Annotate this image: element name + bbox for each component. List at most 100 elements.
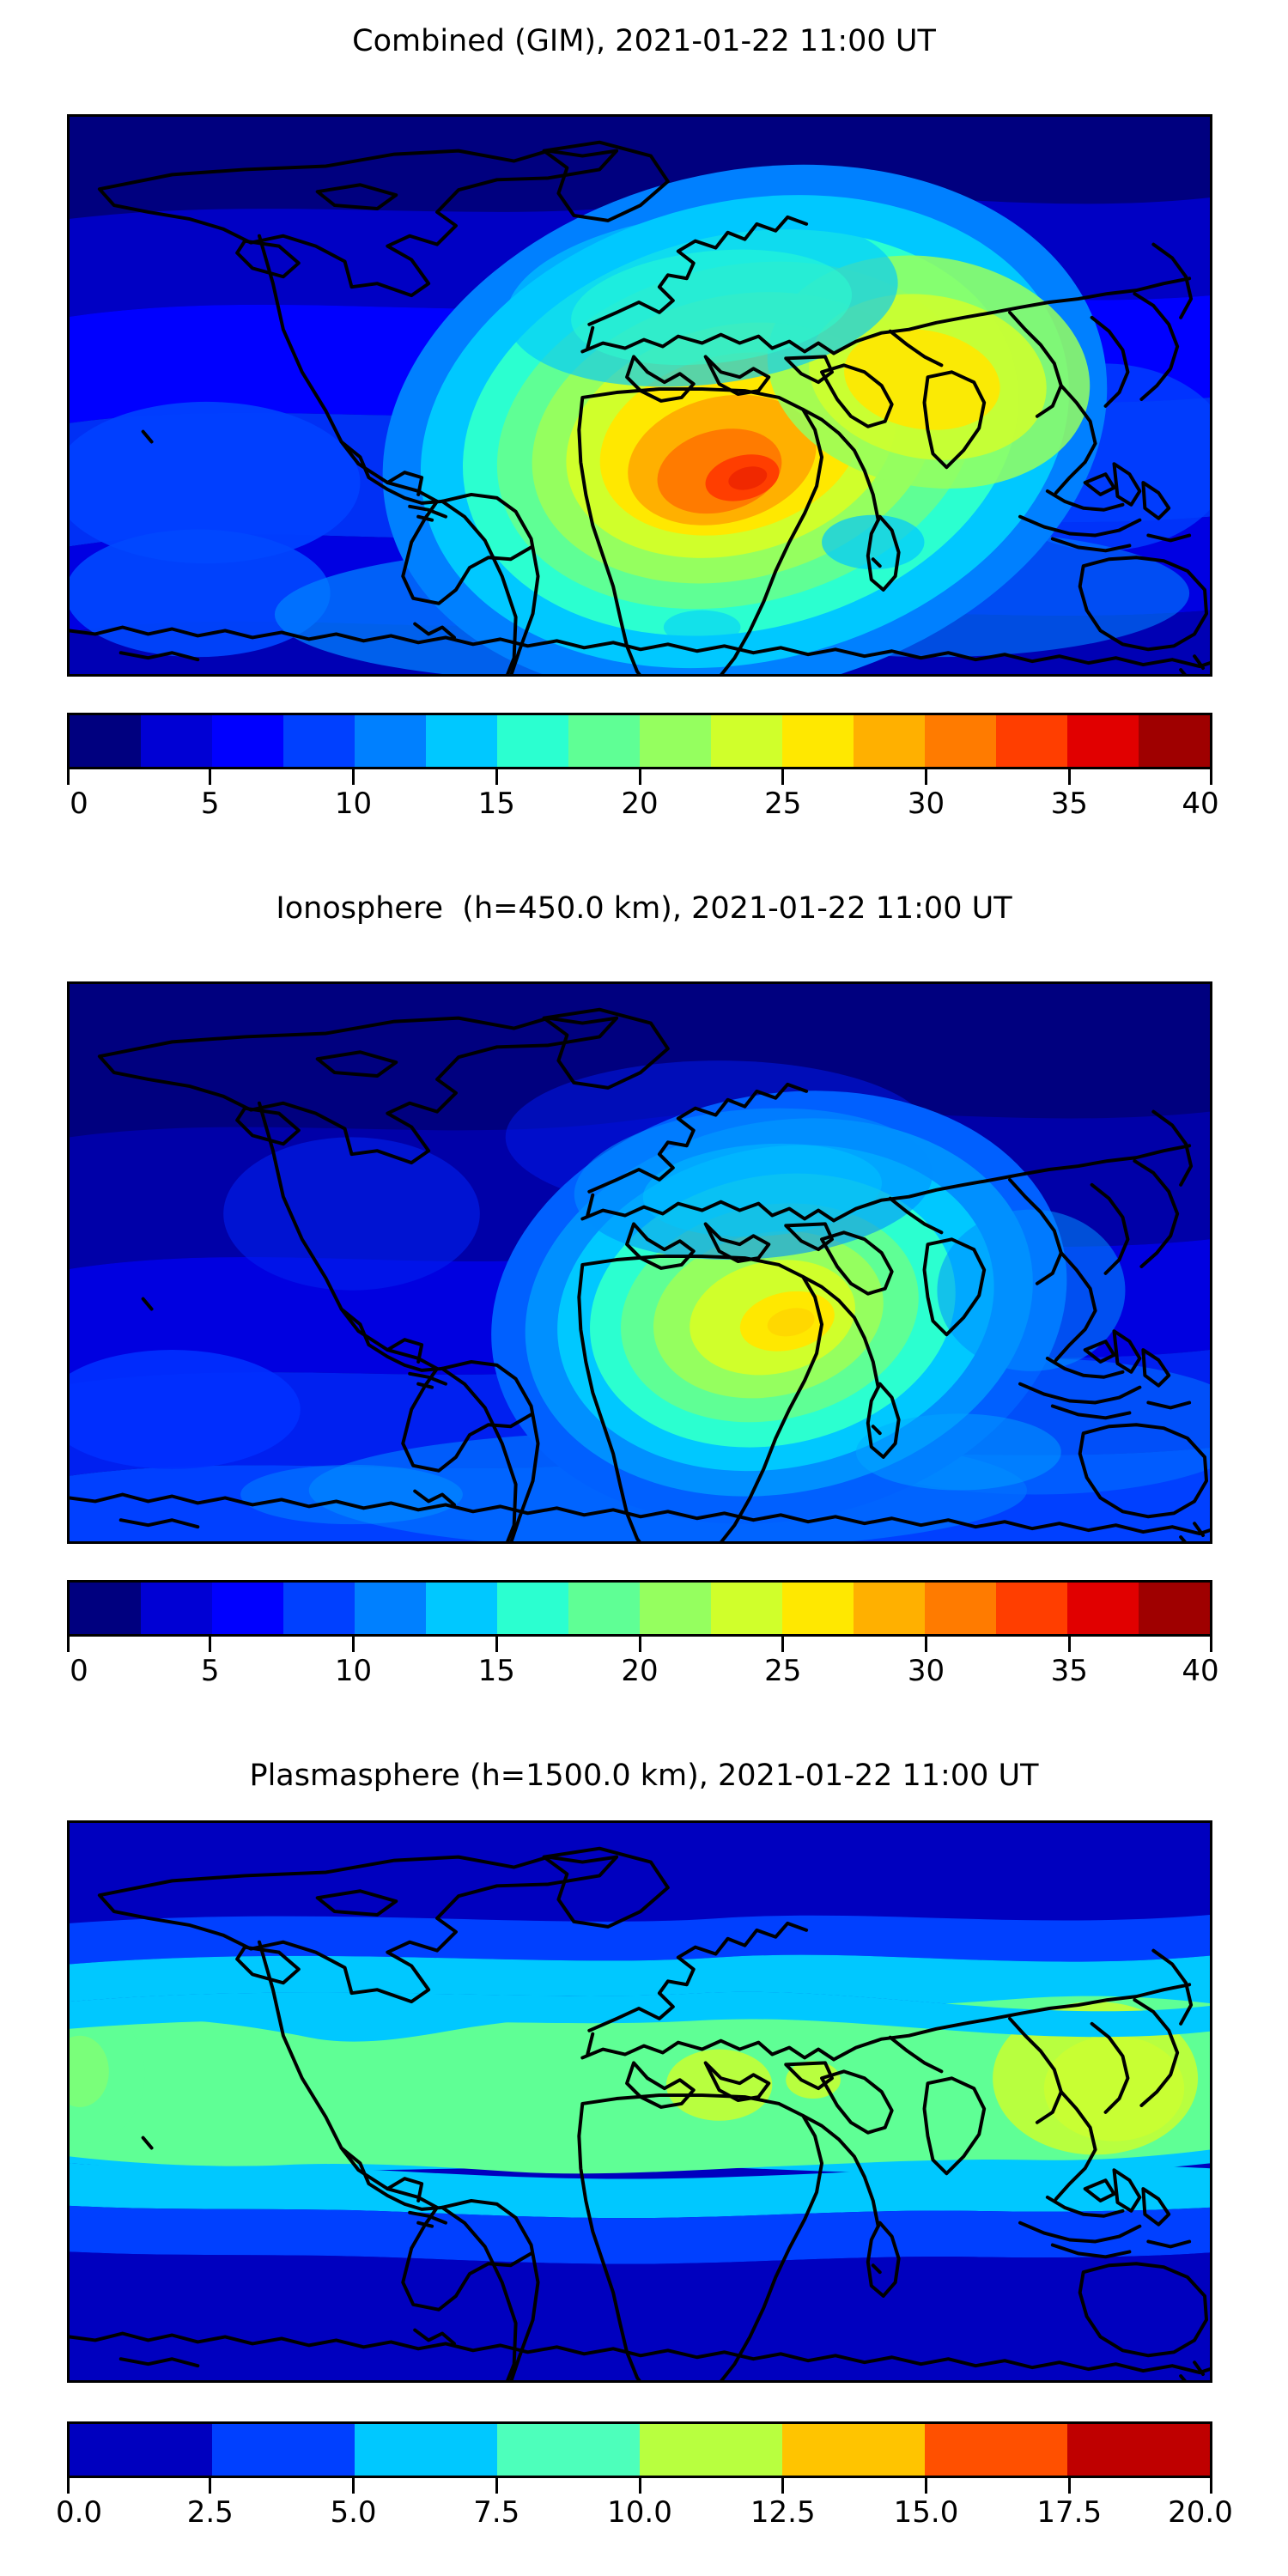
colorbar-tick-label: 25 (764, 1654, 802, 1688)
colorbar-band (568, 715, 640, 767)
colorbar-tick-label: 0 (70, 787, 88, 821)
colorbar-tick-label: 40 (1182, 787, 1219, 821)
colorbar-tick-label: 35 (1050, 787, 1088, 821)
colorbar-band (925, 1583, 996, 1634)
colorbar-band (1139, 1583, 1210, 1634)
colorbar-tick (1067, 769, 1071, 785)
colorbar-band (568, 1583, 640, 1634)
panel-plasmasphere: Plasmasphere (h=1500.0 km), 2021-01-22 1… (0, 1735, 1288, 2576)
colorbar-tick (495, 2478, 498, 2494)
colorbar-tick-label: 7.5 (473, 2495, 520, 2530)
colorbar-band (1067, 715, 1139, 767)
colorbar-plasmasphere: 0.0 2.5 5.0 7.5 10.0 12.5 15.0 17.5 20.0 (56, 2421, 1233, 2542)
colorbar-tick (781, 1637, 785, 1652)
map-ionosphere-svg (70, 984, 1210, 1541)
colorbar-tick (209, 2478, 212, 2494)
colorbar-tick-label: 15.0 (893, 2495, 959, 2530)
colorbar-band (70, 715, 141, 767)
colorbar-band (212, 2424, 355, 2476)
colorbar-tick-label: 5.0 (330, 2495, 377, 2530)
colorbar-tick (925, 1637, 927, 1652)
colorbar-band (996, 1583, 1067, 1634)
colorbar-band (212, 1583, 283, 1634)
colorbar-tick (352, 1637, 355, 1652)
colorbar-tick-label: 10 (334, 1654, 373, 1688)
colorbar-band (782, 2424, 925, 2476)
colorbar-tick-label: 20.0 (1168, 2495, 1233, 2530)
colorbar-tick-label: 40 (1182, 1654, 1219, 1688)
colorbar-tick (781, 769, 785, 785)
panel-ionosphere: Ionosphere (h=450.0 km), 2021-01-22 11:0… (0, 867, 1288, 1726)
colorbar-band (497, 2424, 640, 2476)
colorbar-band (782, 715, 854, 767)
colorbar-band (497, 1583, 568, 1634)
colorbar-tick (638, 769, 641, 785)
colorbar-tick-label: 20 (621, 1654, 659, 1688)
colorbar-band (854, 1583, 925, 1634)
colorbar-tick (67, 1637, 70, 1652)
colorbar-tick (67, 2478, 70, 2494)
colorbar-tick-label: 17.5 (1036, 2495, 1103, 2530)
colorbar-band (854, 715, 925, 767)
map-ionosphere[interactable] (67, 981, 1212, 1544)
colorbar-band (1067, 1583, 1139, 1634)
map-plasmasphere[interactable] (67, 1820, 1212, 2383)
colorbar-band (925, 715, 996, 767)
colorbar-tick (209, 1637, 212, 1652)
colorbar-combined-strip[interactable] (67, 713, 1212, 769)
colorbar-ionosphere-ticks (67, 1637, 1212, 1652)
colorbar-tick (638, 1637, 641, 1652)
colorbar-ionosphere-labels: 0 5 10 15 20 25 30 35 40 (67, 1654, 1218, 1697)
colorbar-tick-label: 12.5 (750, 2495, 816, 2530)
colorbar-band (355, 2424, 497, 2476)
colorbar-band (426, 715, 497, 767)
panel-title-ionosphere: Ionosphere (h=450.0 km), 2021-01-22 11:0… (276, 891, 1012, 926)
colorbar-tick (1067, 2478, 1071, 2494)
colorbar-band (640, 1583, 711, 1634)
colorbar-band (782, 1583, 854, 1634)
colorbar-tick-label: 30 (907, 1654, 945, 1688)
colorbar-band (283, 715, 355, 767)
map-combined-svg (70, 117, 1210, 674)
colorbar-tick-label: 10 (334, 787, 373, 821)
colorbar-ionosphere: 0 5 10 15 20 25 30 35 40 (67, 1580, 1219, 1700)
colorbar-band (497, 715, 568, 767)
colorbar-band (640, 715, 711, 767)
colorbar-tick (1210, 769, 1212, 785)
panel-title-plasmasphere: Plasmasphere (h=1500.0 km), 2021-01-22 1… (249, 1759, 1039, 1793)
colorbar-tick-label: 20 (621, 787, 659, 821)
colorbar-band (925, 2424, 1067, 2476)
colorbar-tick (67, 769, 70, 785)
colorbar-ionosphere-strip[interactable] (67, 1580, 1212, 1637)
colorbar-tick (925, 2478, 927, 2494)
map-plasmasphere-svg (70, 1823, 1210, 2380)
colorbar-tick (1067, 1637, 1071, 1652)
colorbar-band (1139, 715, 1210, 767)
colorbar-band (426, 1583, 497, 1634)
colorbar-plasmasphere-strip[interactable] (67, 2421, 1212, 2478)
colorbar-tick-label: 5 (200, 1654, 220, 1688)
colorbar-tick (495, 769, 498, 785)
colorbar-tick-label: 0.0 (55, 2495, 103, 2530)
colorbar-band (141, 1583, 212, 1634)
colorbar-band (70, 1583, 141, 1634)
colorbar-combined-labels: 0 5 10 15 20 25 30 35 40 (67, 787, 1218, 829)
colorbar-band (711, 1583, 782, 1634)
colorbar-tick-label: 5 (200, 787, 220, 821)
colorbar-tick-label: 35 (1050, 1654, 1088, 1688)
colorbar-plasmasphere-labels: 0.0 2.5 5.0 7.5 10.0 12.5 15.0 17.5 20.0 (56, 2495, 1233, 2538)
colorbar-band (996, 715, 1067, 767)
colorbar-band (283, 1583, 355, 1634)
colorbar-band (711, 715, 782, 767)
colorbar-tick (209, 769, 212, 785)
colorbar-tick (925, 769, 927, 785)
colorbar-tick-label: 0 (70, 1654, 88, 1688)
colorbar-band (212, 715, 283, 767)
colorbar-band (355, 715, 426, 767)
panel-combined-gim: Combined (GIM), 2021-01-22 11:00 UT (0, 0, 1288, 859)
colorbar-tick-label: 15 (477, 787, 515, 821)
colorbar-tick (352, 769, 355, 785)
map-combined-gim[interactable] (67, 114, 1212, 677)
colorbar-band (141, 715, 212, 767)
colorbar-tick-label: 10.0 (607, 2495, 672, 2530)
